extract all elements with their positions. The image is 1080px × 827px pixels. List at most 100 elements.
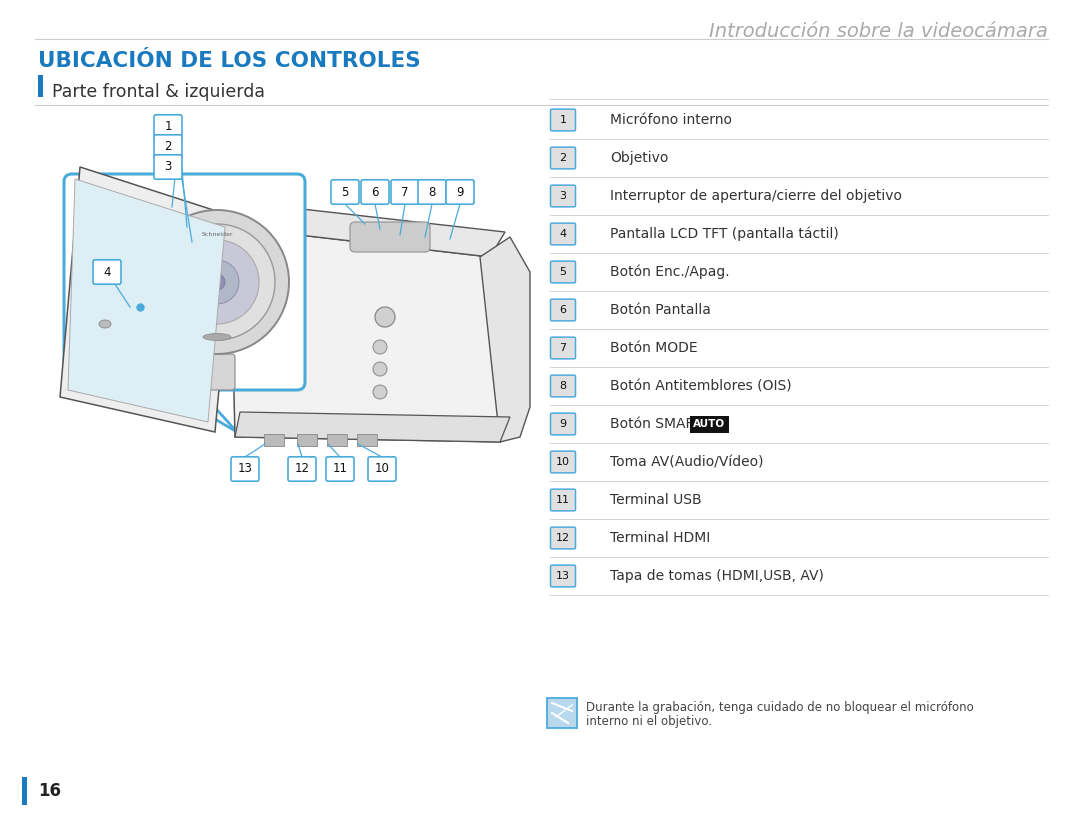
FancyBboxPatch shape [288,457,316,481]
Text: Terminal HDMI: Terminal HDMI [610,531,711,545]
FancyBboxPatch shape [551,223,576,245]
FancyBboxPatch shape [391,179,419,204]
Text: Botón SMART: Botón SMART [610,417,707,431]
Text: Objetivo: Objetivo [610,151,669,165]
Text: 8: 8 [429,185,435,198]
FancyBboxPatch shape [546,698,577,728]
Text: 11: 11 [556,495,570,505]
Polygon shape [230,227,500,442]
Text: 13: 13 [556,571,570,581]
FancyBboxPatch shape [551,414,576,435]
Text: Terminal USB: Terminal USB [610,493,702,507]
Text: 5: 5 [341,185,349,198]
FancyBboxPatch shape [64,174,305,390]
FancyBboxPatch shape [551,337,576,359]
Text: 11: 11 [333,462,348,476]
FancyBboxPatch shape [210,354,235,390]
FancyBboxPatch shape [357,434,377,446]
FancyBboxPatch shape [551,452,576,473]
Text: 1: 1 [164,121,172,133]
Polygon shape [68,179,225,422]
FancyBboxPatch shape [551,527,576,549]
Text: Botón Enc./Apag.: Botón Enc./Apag. [610,265,730,280]
FancyBboxPatch shape [689,415,729,433]
Text: 3: 3 [559,191,567,201]
Text: Durante la grabación, tenga cuidado de no bloquear el micrófono: Durante la grabación, tenga cuidado de n… [586,701,974,714]
Text: Botón Antitemblores (OIS): Botón Antitemblores (OIS) [610,379,792,393]
Text: Toma AV(Audio/Vídeo): Toma AV(Audio/Vídeo) [610,455,764,469]
Text: 9: 9 [559,419,567,429]
Text: Introducción sobre la videocámara: Introducción sobre la videocámara [710,22,1048,41]
FancyBboxPatch shape [154,115,183,139]
Text: AUTO: AUTO [693,419,725,429]
Text: Parte frontal & izquierda: Parte frontal & izquierda [52,83,265,101]
Text: UBICACIÓN DE LOS CONTROLES: UBICACIÓN DE LOS CONTROLES [38,51,421,71]
FancyBboxPatch shape [418,179,446,204]
Polygon shape [152,382,237,432]
FancyBboxPatch shape [297,434,318,446]
FancyBboxPatch shape [79,242,131,347]
Ellipse shape [99,320,111,328]
FancyBboxPatch shape [154,135,183,160]
FancyBboxPatch shape [326,457,354,481]
Text: 4: 4 [559,229,567,239]
FancyBboxPatch shape [551,489,576,511]
FancyBboxPatch shape [264,434,284,446]
Text: 6: 6 [372,185,379,198]
Text: 8: 8 [559,381,567,391]
Circle shape [195,260,239,304]
Bar [22,777,27,805]
FancyBboxPatch shape [327,434,347,446]
FancyBboxPatch shape [330,179,359,204]
Circle shape [373,385,387,399]
Text: 4: 4 [104,265,111,279]
FancyBboxPatch shape [446,179,474,204]
Text: 12: 12 [556,533,570,543]
FancyBboxPatch shape [551,375,576,397]
Circle shape [210,274,225,290]
Text: Tapa de tomas (HDMI,USB, AV): Tapa de tomas (HDMI,USB, AV) [610,569,824,583]
FancyBboxPatch shape [350,222,430,252]
FancyBboxPatch shape [231,457,259,481]
Text: 9: 9 [456,185,463,198]
Circle shape [175,240,259,324]
Text: 2: 2 [164,141,172,154]
Circle shape [145,210,289,354]
Text: 10: 10 [375,462,390,476]
Polygon shape [215,207,510,307]
FancyBboxPatch shape [551,185,576,207]
FancyBboxPatch shape [154,155,183,179]
Text: 6: 6 [559,305,567,315]
FancyBboxPatch shape [368,457,396,481]
Text: Micrófono interno: Micrófono interno [610,113,732,127]
Text: 7: 7 [402,185,408,198]
FancyBboxPatch shape [551,147,576,169]
Bar [38,75,43,97]
Polygon shape [230,202,505,257]
Text: Botón Pantalla: Botón Pantalla [610,303,711,317]
FancyBboxPatch shape [361,179,389,204]
Text: Schneider: Schneider [201,232,233,237]
Text: Botón MODE: Botón MODE [610,341,698,355]
Text: 13: 13 [238,462,253,476]
Text: 2: 2 [559,153,567,163]
Text: 12: 12 [295,462,310,476]
Text: Interruptor de apertura/cierre del objetivo: Interruptor de apertura/cierre del objet… [610,189,902,203]
Text: 10: 10 [556,457,570,467]
Circle shape [373,362,387,376]
Circle shape [375,307,395,327]
Ellipse shape [203,333,231,341]
Circle shape [373,340,387,354]
Text: 3: 3 [164,160,172,174]
Polygon shape [480,237,530,442]
Text: 16: 16 [38,782,60,800]
FancyBboxPatch shape [551,565,576,587]
FancyBboxPatch shape [551,299,576,321]
Polygon shape [60,167,235,432]
Text: 7: 7 [559,343,567,353]
Text: 1: 1 [559,115,567,125]
Text: Pantalla LCD TFT (pantalla táctil): Pantalla LCD TFT (pantalla táctil) [610,227,839,241]
Circle shape [159,224,275,340]
Text: interno ni el objetivo.: interno ni el objetivo. [586,715,712,728]
FancyBboxPatch shape [551,261,576,283]
